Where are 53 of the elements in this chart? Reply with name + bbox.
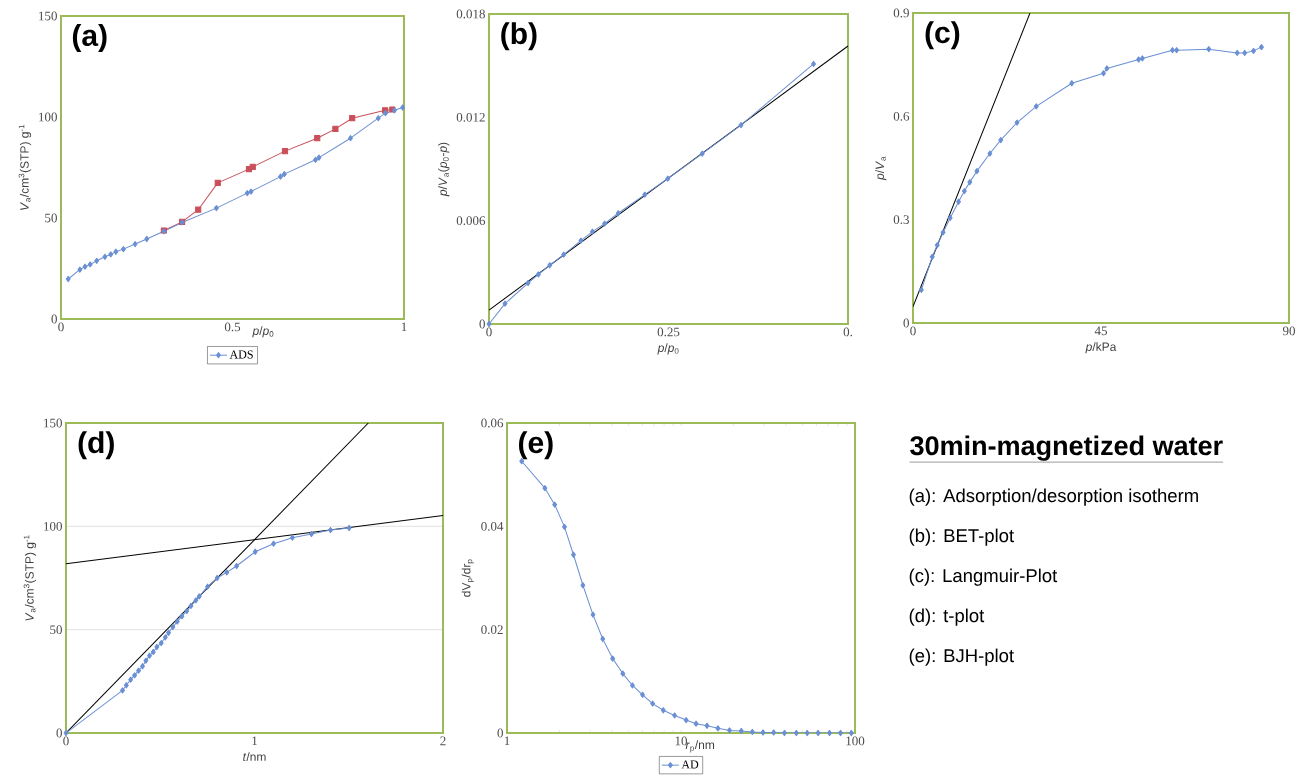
y-tick-label: 150 [44,418,62,428]
x-tick-label: 0 [63,736,69,746]
y-tick-label: 0 [497,728,503,738]
text: (d): t-plot [909,608,985,626]
x-tick-label: 0 [910,326,916,336]
x-tick-label: 100 [846,736,865,746]
y-tick-label: 0.06 [481,418,504,428]
y-tick-label: 0.04 [481,521,504,531]
x-tick-label: 90 [1282,326,1296,336]
x-tick-label: 45 [1094,326,1107,336]
annotation: (c) [925,21,960,50]
x-tick-label: 10 [675,736,688,746]
y-tick-label: 0.018 [456,9,485,19]
y-tick-label: 100 [44,521,62,531]
x-tick-label: 0.25 [657,327,680,337]
x-axis-title: p/p$_{0}$ [252,326,274,338]
legend-label: AD [681,760,699,769]
text: 30min-magnetized water [910,435,1223,461]
y-tick-label: 0.012 [456,112,485,122]
x-tick-label: 1 [252,736,257,746]
text: (e): BJH-plot [909,648,1014,666]
y-axis-title: dV$_{p}$/dr$_{p}$ [461,559,474,597]
y-axis-title: V$_{a}$/cm$^{3}$(STP) g$^{-1}$ [18,124,32,211]
x-tick-label: 0.5 [224,322,241,332]
y-tick-label: 50 [45,213,57,223]
y-tick-label: 100 [39,112,57,122]
annotation: (b) [501,22,537,51]
x-tick-label: 0. [843,327,853,337]
y-tick-label: 0.3 [893,215,909,225]
y-tick-label: 150 [39,11,57,21]
y-axis-title: V$_{a}$/cm$^{3}$(STP) g$^{-1}$ [23,535,37,621]
x-axis-title: p/kPa [1085,342,1117,354]
x-axis-title: r$_{p}$/nm [685,740,715,753]
legend-label: ADS [229,350,253,359]
annotation: (a) [72,24,107,53]
text: (b): BET-plot [909,528,1014,546]
text: (a): Adsorption/desorption isotherm [909,488,1198,506]
x-tick-label: 1 [401,322,407,332]
y-tick-label: 0 [56,728,62,738]
y-axis-title: p/V$_{a}$ [875,156,887,181]
y-tick-label: 0 [51,314,57,324]
annotation: (e) [518,431,553,460]
y-tick-label: 0.9 [893,8,909,18]
y-tick-label: 0.02 [481,625,503,635]
text: (c): Langmuir-Plot [909,568,1058,586]
y-tick-label: 0.6 [893,111,910,121]
y-tick-label: 50 [50,625,62,635]
x-tick-label: 1 [504,736,510,746]
x-tick-label: 2 [440,736,446,746]
x-axis-title: t/nm [243,752,266,761]
annotation: (d) [78,431,114,460]
y-tick-label: 0.006 [456,216,486,226]
x-axis-title: p/p$_{0}$ [657,343,679,355]
